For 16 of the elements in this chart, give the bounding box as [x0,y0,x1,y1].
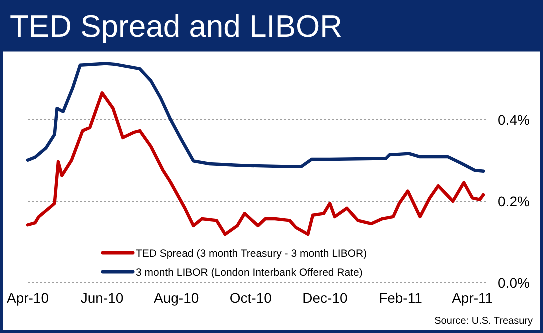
x-tick-label: Jun-10 [80,290,124,306]
line-series [26,92,486,236]
legend-label: TED Spread (3 month Treasury - 3 month LIBOR) [136,248,368,260]
x-tick-label: Oct-10 [230,290,272,306]
x-tick-label: Aug-10 [154,290,200,306]
x-tick-label: Apr-10 [6,290,50,306]
chart-title: TED Spread and LIBOR [10,9,343,44]
x-tick-label: Apr-11 [452,290,494,306]
legend-label: 3 month LIBOR (London Interbank Offered Rate) [136,267,363,279]
y-tick-label: 0.4% [498,112,530,128]
x-tick-label: Dec-10 [302,290,348,306]
y-tick-label: 0.0% [498,275,530,291]
y-tick-label: 0.2% [498,194,530,210]
line-series [26,62,486,173]
x-tick-label: Feb-11 [379,290,423,306]
source-note: Source: U.S. Treasury [434,316,533,327]
